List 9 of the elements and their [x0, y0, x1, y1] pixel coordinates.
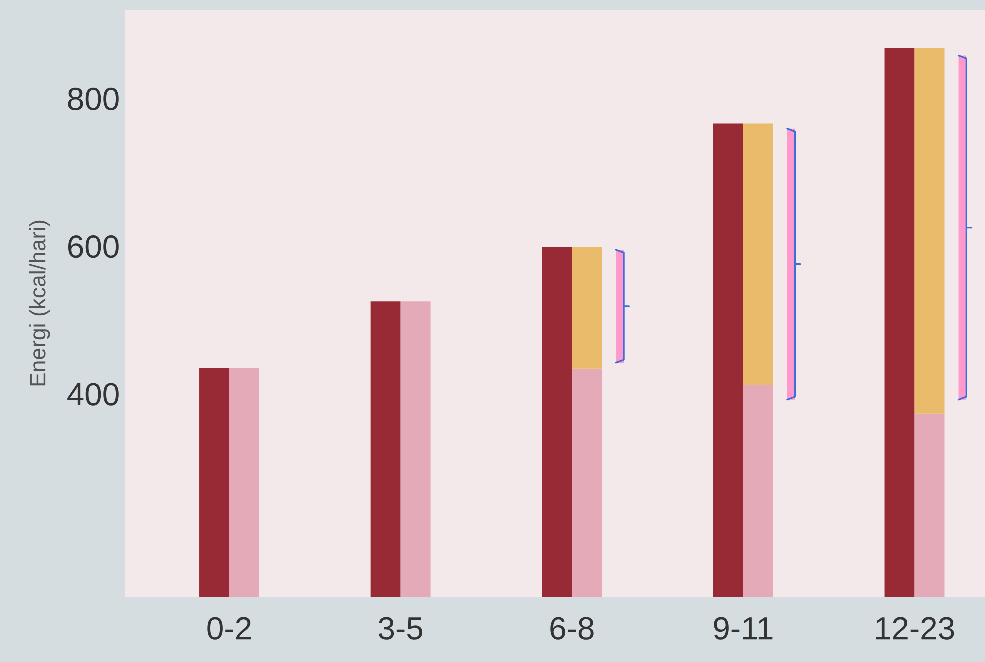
x-tick-label: 9-11 — [714, 617, 773, 640]
x-tick-label: 3-5 — [378, 617, 423, 640]
y-axis-title: Energi (kcal/hari) — [29, 220, 50, 386]
x-tick-label: 12-23 — [876, 617, 954, 640]
x-tick-label: 0-2 — [208, 617, 251, 640]
y-tick-label: 400 — [68, 383, 119, 406]
y-tick-label: 600 — [68, 236, 119, 258]
x-tick-label: 6-8 — [550, 617, 594, 640]
y-tick-label: 800 — [68, 88, 119, 110]
